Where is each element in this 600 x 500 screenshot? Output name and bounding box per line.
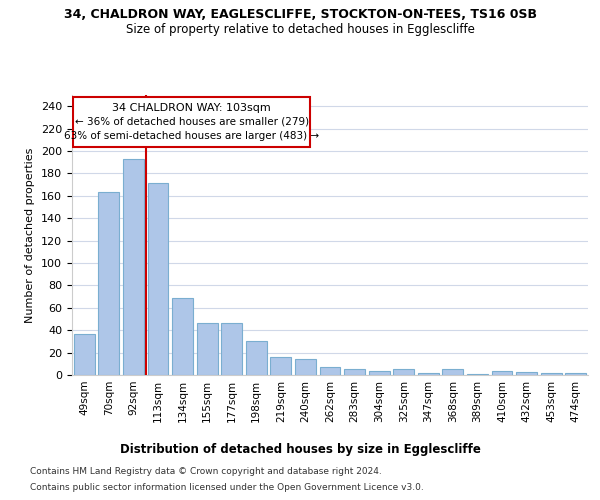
Bar bbox=[172, 298, 193, 375]
Bar bbox=[418, 373, 439, 375]
Bar bbox=[197, 324, 218, 375]
Text: 34 CHALDRON WAY: 103sqm: 34 CHALDRON WAY: 103sqm bbox=[112, 103, 271, 113]
Text: Size of property relative to detached houses in Egglescliffe: Size of property relative to detached ho… bbox=[125, 22, 475, 36]
Bar bbox=[467, 374, 488, 375]
Bar bbox=[295, 360, 316, 375]
Text: 63% of semi-detached houses are larger (483) →: 63% of semi-detached houses are larger (… bbox=[64, 130, 319, 140]
Bar bbox=[148, 184, 169, 375]
Bar bbox=[393, 370, 414, 375]
Bar bbox=[491, 370, 512, 375]
FancyBboxPatch shape bbox=[73, 97, 310, 146]
Bar bbox=[246, 342, 267, 375]
Bar bbox=[541, 373, 562, 375]
Text: Contains public sector information licensed under the Open Government Licence v3: Contains public sector information licen… bbox=[30, 482, 424, 492]
Bar bbox=[516, 372, 537, 375]
Text: Contains HM Land Registry data © Crown copyright and database right 2024.: Contains HM Land Registry data © Crown c… bbox=[30, 468, 382, 476]
Bar bbox=[271, 357, 292, 375]
Bar bbox=[565, 373, 586, 375]
Bar bbox=[74, 334, 95, 375]
Bar bbox=[320, 367, 340, 375]
Text: Distribution of detached houses by size in Egglescliffe: Distribution of detached houses by size … bbox=[119, 442, 481, 456]
Text: 34, CHALDRON WAY, EAGLESCLIFFE, STOCKTON-ON-TEES, TS16 0SB: 34, CHALDRON WAY, EAGLESCLIFFE, STOCKTON… bbox=[64, 8, 536, 20]
Bar bbox=[221, 324, 242, 375]
Bar bbox=[98, 192, 119, 375]
Text: ← 36% of detached houses are smaller (279): ← 36% of detached houses are smaller (27… bbox=[75, 117, 309, 127]
Bar bbox=[368, 370, 389, 375]
Bar bbox=[344, 370, 365, 375]
Bar bbox=[442, 370, 463, 375]
Y-axis label: Number of detached properties: Number of detached properties bbox=[25, 148, 35, 322]
Bar bbox=[123, 159, 144, 375]
